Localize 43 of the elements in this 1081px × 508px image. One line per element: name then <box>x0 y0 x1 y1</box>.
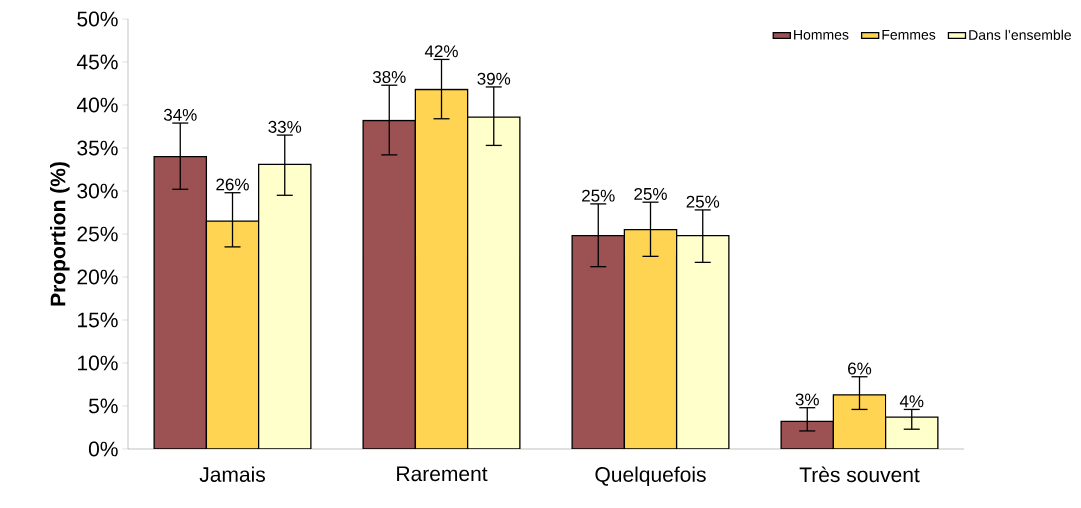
y-tick-label: 50% <box>77 11 118 27</box>
x-tick-label: Rarement <box>397 466 488 482</box>
y-tick-label: 0% <box>88 441 118 457</box>
data-label: 39% <box>477 72 511 85</box>
x-tick-label: Quelquefois <box>595 466 706 487</box>
data-label: 42% <box>424 45 458 58</box>
bar <box>414 88 469 449</box>
data-label: 4% <box>899 395 924 408</box>
data-label: 25% <box>634 187 667 200</box>
bar <box>884 416 939 449</box>
y-tick-label: 25% <box>77 226 118 242</box>
bar <box>257 163 312 449</box>
data-label: 25% <box>582 189 615 202</box>
legend-label: Hommes <box>794 29 849 40</box>
data-label: 26% <box>216 178 249 191</box>
bar <box>623 229 678 449</box>
data-label: 6% <box>848 362 872 375</box>
bar <box>675 235 730 449</box>
y-axis-title: Proportion (%) <box>50 162 70 306</box>
data-label: 25% <box>686 195 720 208</box>
y-tick-label: 40% <box>76 97 118 113</box>
bar <box>362 119 417 449</box>
x-tick-label: Jamais <box>199 466 265 482</box>
y-tick-label: 30% <box>77 183 118 199</box>
y-tick-label: 15% <box>78 312 118 328</box>
y-tick-label: 45% <box>76 54 118 70</box>
data-label: 3% <box>795 393 819 406</box>
bar <box>571 235 626 449</box>
data-label: 33% <box>268 120 302 133</box>
bar <box>780 420 835 449</box>
legend-label: Femmes <box>882 29 936 40</box>
data-label: 34% <box>163 108 197 121</box>
y-tick-label: 20% <box>77 269 118 285</box>
x-tick-label: Très souvent <box>799 466 920 483</box>
legend-label: Dans l’ensemble <box>969 29 1071 40</box>
y-tick-label: 5% <box>88 398 118 414</box>
bar <box>832 394 887 449</box>
bar <box>205 220 260 449</box>
bar <box>466 116 521 449</box>
y-tick-label: 35% <box>77 140 118 156</box>
data-label: 38% <box>372 70 406 84</box>
y-tick-label: 10% <box>78 355 118 371</box>
bar <box>153 155 208 449</box>
